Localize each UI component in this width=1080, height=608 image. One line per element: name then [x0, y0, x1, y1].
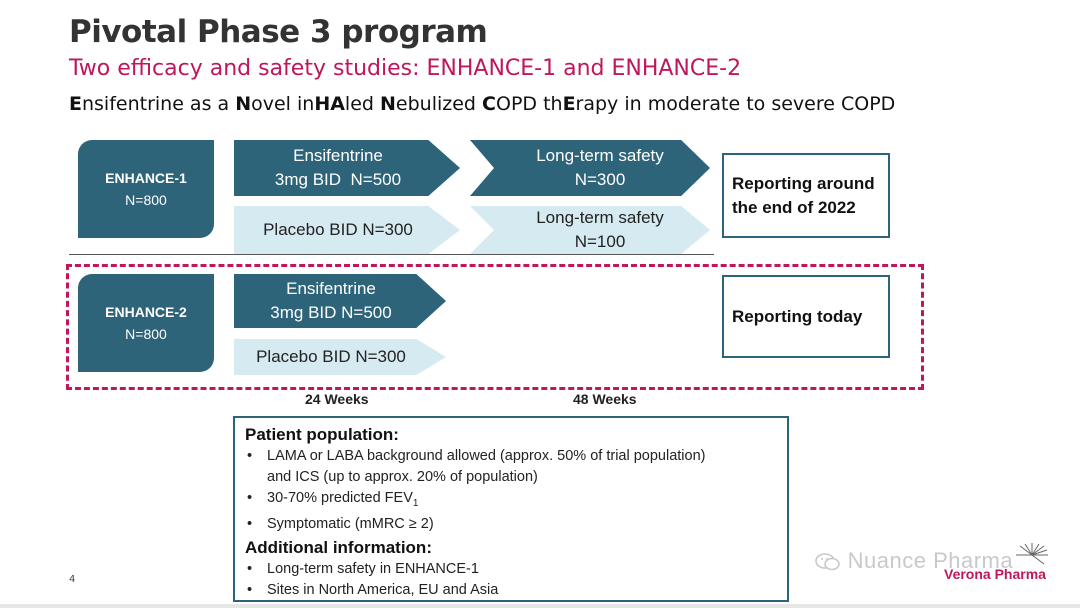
- enhance-2-n: N=800: [125, 326, 167, 342]
- enhance-1-report-line2: the end of 2022: [732, 197, 856, 217]
- additional-item: Long-term safety in ENHANCE-1: [247, 559, 777, 580]
- population-item: LAMA or LABA background allowed (approx.…: [247, 446, 777, 467]
- page-number: 4: [69, 574, 76, 585]
- additional-item: Sites in North America, EU and Asia: [247, 580, 777, 601]
- row-divider: [69, 254, 714, 255]
- page-subtitle: Two efficacy and safety studies: ENHANCE…: [69, 56, 742, 81]
- enhance-2-placebo-arrow: Placebo BID N=300: [234, 339, 446, 375]
- brand-star-icon: [1016, 543, 1048, 565]
- tagline-text: led: [344, 93, 380, 115]
- info-box: Patient population: LAMA or LABA backgro…: [233, 416, 789, 602]
- watermark: Nuance Pharma: [815, 548, 1013, 574]
- brand-logo-text: Verona Pharma: [944, 566, 1046, 582]
- enhance-1-n: N=800: [125, 192, 167, 208]
- tagline-initial: C: [482, 93, 496, 115]
- wechat-icon: [815, 553, 840, 571]
- enhance-1-placebo-arrow: Placebo BID N=300: [234, 206, 460, 254]
- enhance-2-active-line2: 3mg BID N=500: [270, 303, 392, 322]
- enhance-1-lt-active-line2: N=300: [574, 170, 626, 189]
- tagline-text: nsifentrine as a: [81, 93, 236, 115]
- enhance-2-name: ENHANCE-2: [105, 304, 187, 320]
- enhance-1-report-box: Reporting around the end of 2022: [722, 153, 890, 238]
- enhance-1-lt-placebo-chevron: Long-term safety N=100: [470, 206, 710, 254]
- enhance-1-box: ENHANCE-1 N=800: [78, 140, 214, 238]
- population-item-continued: and ICS (up to approx. 20% of population…: [267, 469, 538, 485]
- tagline-initial: E: [69, 93, 82, 115]
- enhance-2-report-label: Reporting today: [732, 306, 863, 326]
- enhance-1-lt-active-line1: Long-term safety: [536, 146, 664, 165]
- enhance-1-lt-active-chevron: Long-term safety N=300: [470, 140, 710, 196]
- enhance-1-active-line1: Ensifentrine: [293, 146, 383, 165]
- population-item: 30-70% predicted FEV1: [247, 488, 777, 514]
- population-list: LAMA or LABA background allowed (approx.…: [245, 446, 777, 535]
- tagline-initial: N: [380, 93, 396, 115]
- week-24-label: 24 Weeks: [305, 391, 369, 407]
- population-item: Symptomatic (mMRC ≥ 2): [247, 514, 777, 535]
- enhance-1-report-line1: Reporting around: [732, 173, 875, 193]
- tagline-text: OPD th: [495, 93, 563, 115]
- week-48-label: 48 Weeks: [573, 391, 637, 407]
- enhance-1-lt-placebo-line2: N=100: [574, 232, 626, 251]
- enhance-1-active-line2: 3mg BID N=500: [274, 170, 402, 189]
- fev-subscript: 1: [412, 497, 419, 509]
- enhance-2-box: ENHANCE-2 N=800: [78, 274, 214, 372]
- enhance-1-name: ENHANCE-1: [105, 170, 187, 186]
- enhance-1-active-arrow: Ensifentrine 3mg BID N=500: [234, 140, 460, 196]
- additional-heading: Additional information:: [245, 537, 432, 557]
- enhance-2-active-arrow: Ensifentrine 3mg BID N=500: [234, 274, 446, 328]
- page-title: Pivotal Phase 3 program: [69, 14, 488, 50]
- tagline-text: rapy in moderate to severe COPD: [575, 93, 896, 115]
- enhance-2-report-box: Reporting today: [722, 275, 890, 358]
- additional-list: Long-term safety in ENHANCE-1 Sites in N…: [245, 559, 777, 601]
- bottom-bar: [0, 604, 1080, 608]
- population-heading: Patient population:: [245, 425, 399, 444]
- enhance-1-lt-placebo-line1: Long-term safety: [536, 208, 664, 227]
- enhance-2-highlight: [66, 264, 924, 390]
- tagline-text: ebulized: [395, 93, 483, 115]
- enhance-2-placebo-label: Placebo BID N=300: [256, 347, 406, 366]
- enhance-1-placebo-label: Placebo BID N=300: [263, 220, 413, 239]
- population-item-text: 30-70% predicted FEV: [267, 490, 413, 506]
- tagline-initial: E: [562, 93, 576, 115]
- tagline-initial: HA: [314, 93, 345, 115]
- tagline-initial: N: [235, 93, 252, 115]
- tagline-text: ovel in: [251, 93, 315, 115]
- tagline: Ensifentrine as a Novel inHAled Nebulize…: [69, 93, 895, 115]
- watermark-text: Nuance Pharma: [847, 548, 1014, 573]
- enhance-2-active-line1: Ensifentrine: [286, 279, 376, 298]
